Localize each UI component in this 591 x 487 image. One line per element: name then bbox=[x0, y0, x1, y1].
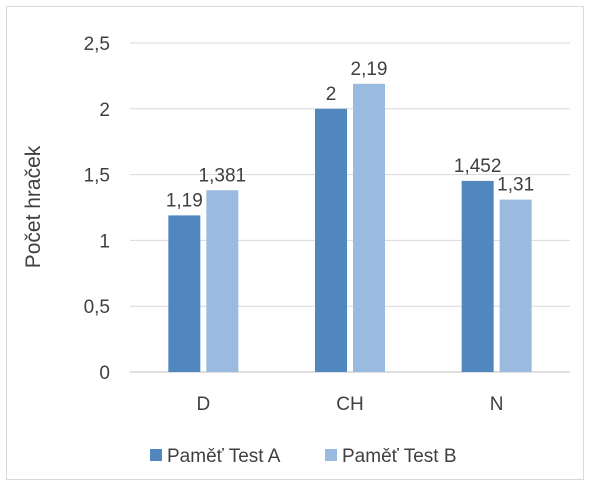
y-tick-label: 1 bbox=[99, 231, 110, 252]
y-tick-label: 0,5 bbox=[84, 297, 110, 318]
data-label: 1,19 bbox=[166, 190, 203, 211]
data-label: 1,452 bbox=[454, 156, 502, 177]
y-tick-label: 2 bbox=[99, 100, 110, 121]
gridlines bbox=[130, 42, 570, 373]
x-tick-label: CH bbox=[336, 394, 363, 415]
legend-swatch bbox=[150, 449, 162, 461]
y-tick-label: 1,5 bbox=[84, 166, 110, 187]
bar-d-series-1 bbox=[168, 215, 201, 372]
legend-swatch bbox=[325, 449, 337, 461]
bars bbox=[168, 83, 532, 373]
x-tick-labels: D CH N bbox=[196, 394, 503, 415]
data-label: 1,381 bbox=[199, 165, 247, 186]
bar-ch-series-2 bbox=[353, 83, 385, 373]
x-tick-label: N bbox=[490, 394, 504, 415]
legend-entry: Paměť Test B bbox=[342, 446, 457, 467]
bar-ch-series-1 bbox=[315, 108, 347, 373]
data-label: 2,19 bbox=[351, 59, 388, 80]
legend: Paměť Test A Paměť Test B bbox=[150, 446, 457, 467]
bar-n-series-2 bbox=[499, 199, 532, 372]
bar-n-series-1 bbox=[461, 180, 494, 372]
bar-d-series-2 bbox=[206, 190, 239, 372]
legend-entry: Paměť Test A bbox=[167, 446, 281, 467]
y-tick-label: 0 bbox=[99, 363, 110, 384]
y-axis-title: Počet hraček bbox=[22, 145, 45, 268]
y-tick-labels: 0 0,5 1 1,5 2 2,5 bbox=[84, 34, 110, 384]
y-tick-label: 2,5 bbox=[84, 34, 110, 55]
x-tick-label: D bbox=[196, 394, 210, 415]
data-label: 1,31 bbox=[497, 175, 534, 196]
data-label: 2 bbox=[326, 84, 337, 105]
